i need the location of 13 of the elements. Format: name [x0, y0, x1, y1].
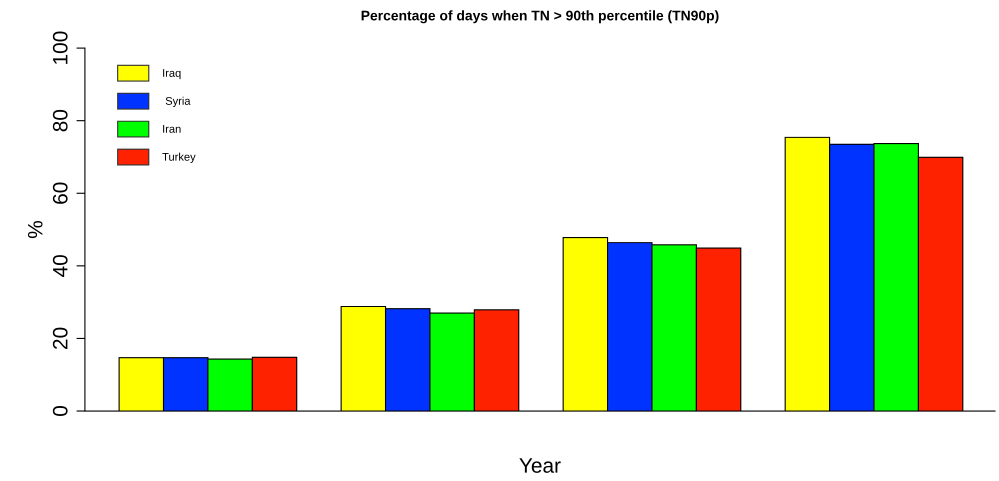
y-axis-title: % — [28, 221, 43, 238]
y-tick-label: 40 — [52, 255, 68, 277]
legend-label: Turkey — [162, 152, 196, 163]
y-tick-label: 60 — [52, 182, 68, 204]
legend-label: Iraq — [163, 69, 181, 80]
y-tick-label: 20 — [52, 328, 68, 349]
y-tick-label: 0 — [52, 406, 68, 416]
y-tick-label: 100 — [52, 32, 68, 64]
legend-label: Iran — [163, 125, 181, 133]
chart-title: Percentage of days when TN > 90th percentile (TN90p) — [362, 10, 719, 24]
y-tick-label: 80 — [52, 110, 68, 132]
legend-label: Syria — [166, 96, 191, 108]
x-axis-title: Year — [519, 458, 561, 473]
